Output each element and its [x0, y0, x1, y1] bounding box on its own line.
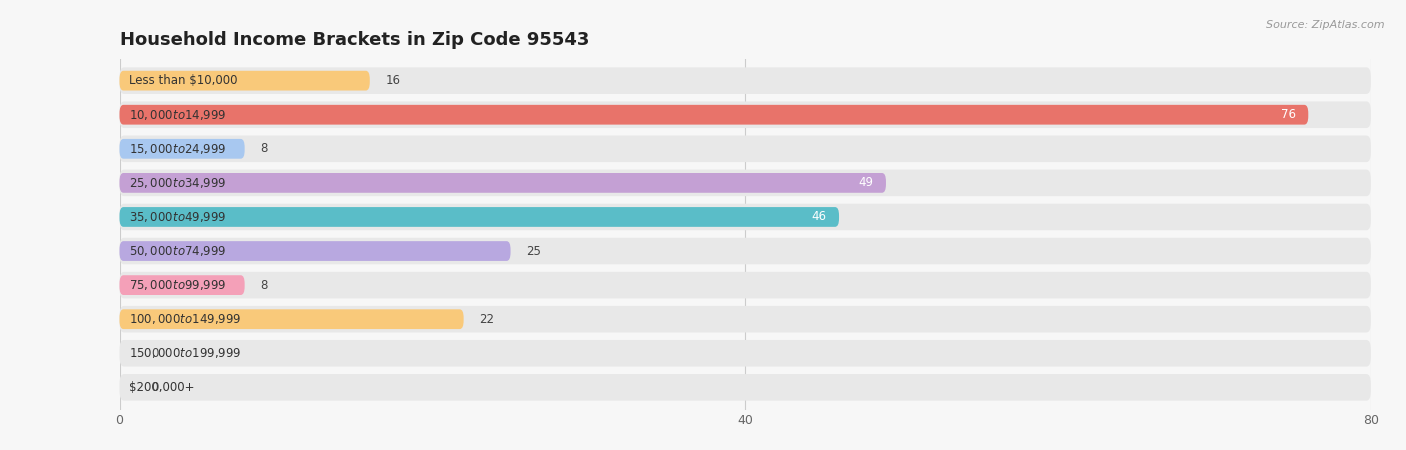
FancyBboxPatch shape — [120, 105, 1308, 125]
Text: 22: 22 — [479, 313, 495, 326]
Text: $150,000 to $199,999: $150,000 to $199,999 — [129, 346, 242, 360]
Text: 8: 8 — [260, 279, 267, 292]
Text: Household Income Brackets in Zip Code 95543: Household Income Brackets in Zip Code 95… — [120, 31, 589, 49]
FancyBboxPatch shape — [120, 71, 370, 90]
Text: 0: 0 — [150, 347, 157, 360]
Text: Source: ZipAtlas.com: Source: ZipAtlas.com — [1267, 20, 1385, 30]
Text: $15,000 to $24,999: $15,000 to $24,999 — [129, 142, 226, 156]
Text: $75,000 to $99,999: $75,000 to $99,999 — [129, 278, 226, 292]
Text: 8: 8 — [260, 142, 267, 155]
Text: $10,000 to $14,999: $10,000 to $14,999 — [129, 108, 226, 122]
FancyBboxPatch shape — [120, 306, 1371, 333]
FancyBboxPatch shape — [120, 207, 839, 227]
FancyBboxPatch shape — [120, 101, 1371, 128]
Text: 76: 76 — [1281, 108, 1296, 121]
Text: 46: 46 — [811, 211, 827, 224]
FancyBboxPatch shape — [120, 340, 1371, 367]
Text: $100,000 to $149,999: $100,000 to $149,999 — [129, 312, 242, 326]
FancyBboxPatch shape — [120, 309, 464, 329]
Text: $50,000 to $74,999: $50,000 to $74,999 — [129, 244, 226, 258]
FancyBboxPatch shape — [120, 204, 1371, 230]
FancyBboxPatch shape — [120, 170, 1371, 196]
FancyBboxPatch shape — [120, 241, 510, 261]
Text: $200,000+: $200,000+ — [129, 381, 194, 394]
Text: 49: 49 — [859, 176, 873, 189]
Text: 25: 25 — [526, 244, 541, 257]
FancyBboxPatch shape — [120, 275, 245, 295]
Text: Less than $10,000: Less than $10,000 — [129, 74, 238, 87]
Text: 16: 16 — [385, 74, 401, 87]
Text: 0: 0 — [150, 381, 157, 394]
FancyBboxPatch shape — [120, 68, 1371, 94]
FancyBboxPatch shape — [120, 238, 1371, 264]
Text: $35,000 to $49,999: $35,000 to $49,999 — [129, 210, 226, 224]
FancyBboxPatch shape — [120, 139, 245, 159]
FancyBboxPatch shape — [120, 374, 1371, 400]
FancyBboxPatch shape — [120, 135, 1371, 162]
FancyBboxPatch shape — [120, 272, 1371, 298]
FancyBboxPatch shape — [120, 173, 886, 193]
Text: $25,000 to $34,999: $25,000 to $34,999 — [129, 176, 226, 190]
